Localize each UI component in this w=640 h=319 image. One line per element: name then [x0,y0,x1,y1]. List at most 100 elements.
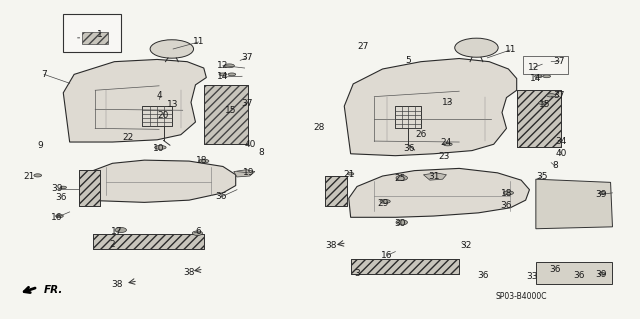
Ellipse shape [543,75,550,78]
Polygon shape [63,59,206,142]
Text: 14: 14 [530,74,541,83]
Ellipse shape [537,65,547,69]
Text: 40: 40 [244,140,255,149]
Text: 37: 37 [241,100,252,108]
Text: 38: 38 [111,279,123,288]
Text: 8: 8 [552,161,558,170]
Text: 25: 25 [394,174,406,183]
Ellipse shape [115,227,127,233]
Text: 36: 36 [56,193,67,202]
Text: 3: 3 [354,269,360,278]
Text: 36: 36 [573,271,584,280]
Text: 40: 40 [556,149,567,158]
Text: 18: 18 [196,156,207,165]
Text: 32: 32 [460,241,471,250]
Text: 13: 13 [442,99,454,108]
Polygon shape [536,262,612,284]
Text: 5: 5 [405,56,411,65]
Text: 17: 17 [111,227,123,236]
Polygon shape [234,170,255,177]
Text: 39: 39 [595,270,607,279]
Text: 27: 27 [358,42,369,51]
Polygon shape [63,14,121,52]
Ellipse shape [348,173,354,175]
Text: FR.: FR. [44,286,63,295]
Text: 15: 15 [225,106,236,115]
Ellipse shape [228,73,236,76]
Ellipse shape [155,145,166,149]
Ellipse shape [547,94,556,97]
Text: 16: 16 [51,213,63,222]
Ellipse shape [534,75,542,78]
Text: 6: 6 [196,227,202,236]
Text: 11: 11 [193,38,204,47]
Text: 13: 13 [168,100,179,109]
Text: 23: 23 [439,152,450,161]
Polygon shape [81,160,236,202]
Ellipse shape [538,101,546,104]
Ellipse shape [224,64,234,68]
Bar [516,90,561,147]
Text: 12: 12 [528,63,540,72]
Polygon shape [349,168,529,217]
Text: 2: 2 [109,240,115,249]
Text: 7: 7 [41,70,47,79]
Text: 36: 36 [215,192,227,202]
Text: 26: 26 [415,130,427,138]
Text: 21: 21 [343,170,355,179]
Ellipse shape [396,175,408,181]
Ellipse shape [56,214,63,218]
Bar [204,85,248,144]
Text: 38: 38 [183,268,195,277]
Ellipse shape [455,38,498,57]
Polygon shape [424,173,447,180]
Text: 24: 24 [441,138,452,147]
Text: 14: 14 [217,72,228,81]
Ellipse shape [219,73,227,76]
Text: 10: 10 [154,144,165,153]
Text: 28: 28 [313,122,324,132]
Ellipse shape [34,174,42,177]
Ellipse shape [198,159,209,163]
Ellipse shape [599,272,605,275]
Text: 21: 21 [24,172,35,181]
Ellipse shape [380,199,390,203]
Text: 20: 20 [158,111,169,120]
Text: 18: 18 [500,189,512,198]
Text: 29: 29 [377,199,388,208]
Text: 16: 16 [381,251,393,260]
Text: 37: 37 [241,53,252,62]
Bar [83,32,108,44]
Text: 34: 34 [556,137,567,145]
Ellipse shape [192,231,202,235]
Text: 12: 12 [217,61,228,70]
Text: 11: 11 [504,45,516,55]
Bar [79,170,100,205]
Text: 38: 38 [326,241,337,250]
Bar [325,176,347,205]
Text: 39: 39 [595,190,607,199]
Polygon shape [344,58,516,156]
Text: 37: 37 [554,56,565,65]
Bar [351,259,460,274]
Polygon shape [536,179,612,229]
Ellipse shape [503,191,513,195]
Text: 35: 35 [536,172,548,181]
Ellipse shape [396,220,408,225]
Text: 22: 22 [123,133,134,142]
Ellipse shape [150,40,193,58]
Text: 4: 4 [156,92,162,100]
Text: 8: 8 [259,148,264,157]
Text: 37: 37 [554,92,565,100]
Text: 9: 9 [37,141,43,150]
Text: SP03-B4000C: SP03-B4000C [495,292,547,301]
Polygon shape [523,56,568,74]
Text: 1: 1 [97,30,102,39]
Text: 31: 31 [428,173,440,182]
Text: 30: 30 [394,219,406,228]
Text: 36: 36 [477,271,488,280]
Ellipse shape [599,192,605,194]
Text: 36: 36 [549,264,561,274]
Text: 19: 19 [243,168,254,177]
Bar [93,234,204,249]
